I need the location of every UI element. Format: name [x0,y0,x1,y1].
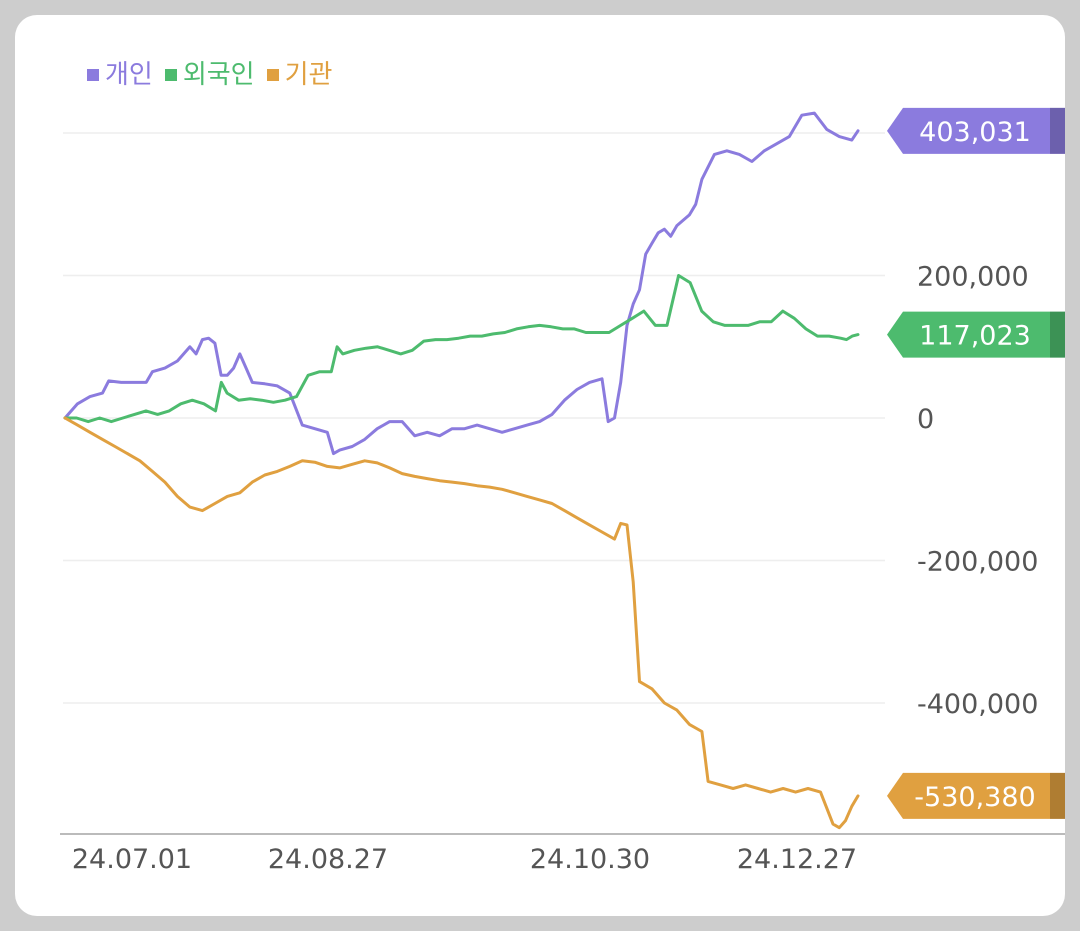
line-chart: 200,000 0 -200,000 -400,000 24.07.01 24.08.27… [60,107,1065,875]
chart-card: 개인 외국인 기관 200,000 0 -200,000 -400,000 24.07.… [15,15,1065,916]
badge-edge [1050,772,1065,819]
legend-label: 기관 [284,60,333,90]
badge-label: 403,031 [919,117,1031,148]
badge-shape [887,311,1065,358]
last-value-badge: 403,031 [887,107,1065,154]
series-line-2 [63,416,860,830]
last-value-badge: -530,380 [887,772,1065,819]
series-layer [63,111,860,830]
badge-label: 117,023 [919,321,1031,352]
x-tick-label: 24.12.27 [737,844,857,875]
badge-edge [1050,107,1065,154]
legend-item-individual[interactable]: 개인 [87,57,153,93]
badge-shape [887,107,1065,154]
axis-layer: 200,000 0 -200,000 -400,000 24.07.01 24.08.27… [60,262,1065,875]
y-tick-label: -400,000 [917,689,1038,720]
badge-edge [1050,311,1065,358]
badge-shape [887,772,1065,819]
legend-item-institution[interactable]: 기관 [266,57,333,93]
x-tick-label: 24.07.01 [72,844,192,875]
x-tick-label: 24.08.27 [268,844,388,875]
y-tick-label: -200,000 [917,547,1038,578]
series-line-1 [63,274,860,424]
series-line-0 [63,111,860,456]
legend-label: 개인 [105,60,153,90]
legend-swatch-icon [266,69,279,81]
x-tick-label: 24.10.30 [530,844,650,875]
grid-layer [63,132,885,704]
last-value-badge: 117,023 [887,311,1065,358]
badge-label: -530,380 [914,782,1035,813]
legend-label: 외국인 [182,60,255,90]
y-tick-label: 200,000 [917,262,1029,293]
y-tick-label: 0 [917,404,934,435]
legend-swatch-icon [87,69,99,81]
legend: 개인 외국인 기관 [87,57,344,93]
badge-layer: 403,031 117,023 -530,380 [887,107,1065,819]
legend-swatch-icon [164,69,177,81]
legend-item-foreign[interactable]: 외국인 [164,57,255,93]
